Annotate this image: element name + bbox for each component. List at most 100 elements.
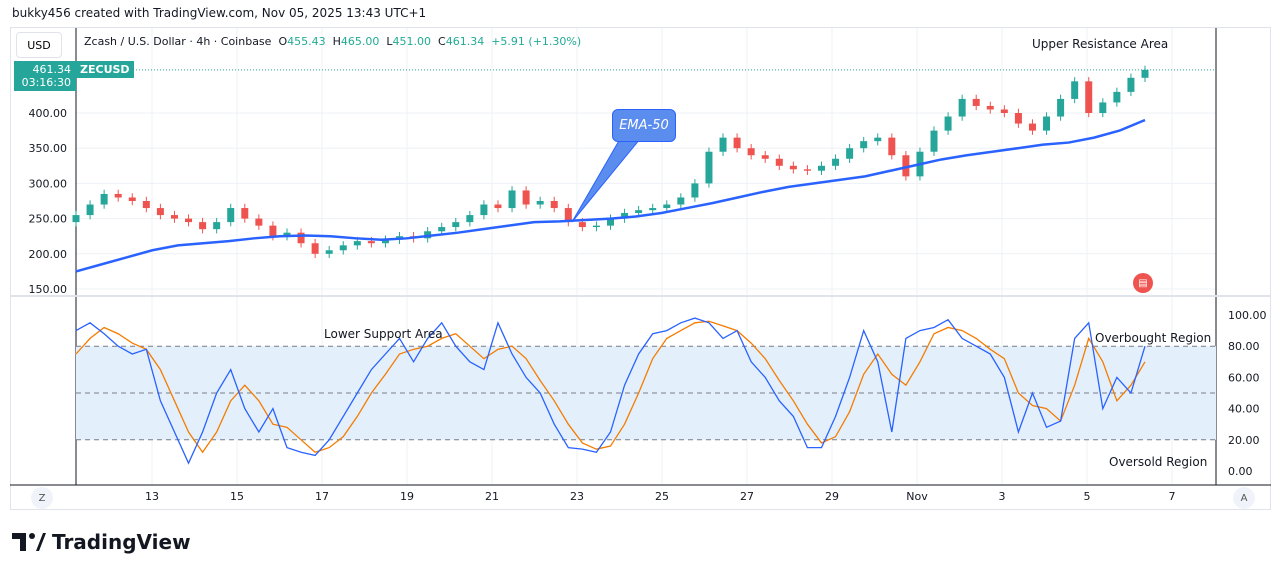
x-tick-label: 17 <box>315 490 329 503</box>
legend-title: Zcash / U.S. Dollar · 4h · Coinbase <box>84 35 272 48</box>
candle <box>283 232 291 237</box>
candle <box>480 204 488 216</box>
calendar-events-icon[interactable]: ▤ <box>1133 273 1153 293</box>
candle <box>353 241 361 246</box>
candle <box>325 250 333 254</box>
candle <box>649 208 657 211</box>
close-value: 461.34 <box>445 35 485 48</box>
candle <box>803 169 811 171</box>
candle <box>494 204 502 209</box>
candle <box>1014 113 1022 124</box>
x-tick-label: 27 <box>740 490 754 503</box>
low-label: L <box>386 35 393 48</box>
high-value: 465.00 <box>340 35 380 48</box>
stoch-tick-label: 20.00 <box>1228 434 1260 447</box>
ema-callout[interactable]: EMA-50 <box>612 109 676 142</box>
last-price: 461.34 <box>32 63 72 76</box>
candle <box>635 210 643 213</box>
ema-50-line <box>75 118 1146 273</box>
candle <box>170 215 178 219</box>
candle <box>199 222 207 230</box>
candle <box>621 212 629 219</box>
candle <box>128 197 136 201</box>
candle <box>564 208 572 223</box>
candle <box>958 98 966 117</box>
price-tick-label: 350.00 <box>29 142 68 155</box>
last-price-label: 461.34 03:16:30 <box>14 61 76 91</box>
candle <box>1000 109 1008 113</box>
candle <box>297 232 305 244</box>
overbought-label: Overbought Region <box>1095 331 1212 345</box>
currency-button[interactable]: USD <box>16 32 62 58</box>
candle <box>269 225 277 237</box>
candle <box>1071 81 1079 99</box>
candle <box>72 215 80 223</box>
tradingview-logo[interactable]: TradingView <box>12 530 191 554</box>
tradingview-logo-icon <box>12 533 46 551</box>
x-tick-label: 29 <box>825 490 839 503</box>
stoch-tick-label: 80.00 <box>1228 340 1260 353</box>
open-label: O <box>278 35 288 48</box>
price-tick-label: 150.00 <box>29 283 68 296</box>
candle <box>227 208 235 223</box>
candle <box>789 165 797 170</box>
x-tick-label: Nov <box>906 490 928 503</box>
ema-callout-pointer <box>571 138 642 223</box>
candle <box>367 241 375 244</box>
z-button[interactable]: Z <box>31 487 53 509</box>
symbol-legend: Zcash / U.S. Dollar · 4h · Coinbase O455… <box>84 35 581 48</box>
x-tick-label: 25 <box>655 490 669 503</box>
candle <box>888 137 896 156</box>
candle <box>817 165 825 171</box>
candle <box>578 222 586 228</box>
candle <box>747 148 755 156</box>
oversold-label: Oversold Region <box>1109 455 1208 469</box>
candle <box>930 130 938 152</box>
candle <box>466 215 474 223</box>
high-label: H <box>332 35 341 48</box>
candle <box>874 137 882 142</box>
candle <box>775 158 783 166</box>
logo-text: TradingView <box>52 530 191 554</box>
candle <box>1028 123 1036 131</box>
close-label: C <box>438 35 446 48</box>
candle <box>1043 116 1051 131</box>
candle <box>944 116 952 131</box>
candle <box>846 148 854 159</box>
auto-scale-button[interactable]: A <box>1233 487 1255 509</box>
candle <box>1141 69 1149 78</box>
upper-resistance-label: Upper Resistance Area <box>1032 37 1169 51</box>
candle <box>508 190 516 209</box>
candle <box>972 98 980 106</box>
lower-support-label: Lower Support Area <box>324 327 443 341</box>
stoch-k-line <box>75 317 1146 465</box>
candle <box>719 137 727 152</box>
candle <box>241 208 249 219</box>
price-tick-label: 200.00 <box>29 248 68 261</box>
candle <box>311 243 319 254</box>
credit-text: bukky456 created with TradingView.com, N… <box>12 6 427 20</box>
candle <box>1085 81 1093 113</box>
candle <box>452 222 460 228</box>
candle <box>438 227 446 232</box>
candle <box>677 197 685 205</box>
stoch-tick-label: 100.00 <box>1228 309 1267 322</box>
candle <box>832 158 840 166</box>
candle <box>255 218 263 226</box>
candle <box>185 218 193 223</box>
price-tick-label: 300.00 <box>29 177 68 190</box>
candle <box>339 245 347 251</box>
price-tick-label: 400.00 <box>29 107 68 120</box>
candle <box>1057 98 1065 117</box>
chart-frame <box>10 27 1271 510</box>
candle <box>705 151 713 184</box>
open-value: 455.43 <box>287 35 326 48</box>
candle <box>733 137 741 149</box>
x-tick-label: 3 <box>999 490 1006 503</box>
candle <box>100 193 108 205</box>
x-tick-label: 15 <box>230 490 244 503</box>
candle <box>86 204 94 216</box>
candle <box>860 141 868 149</box>
candle <box>607 218 614 226</box>
